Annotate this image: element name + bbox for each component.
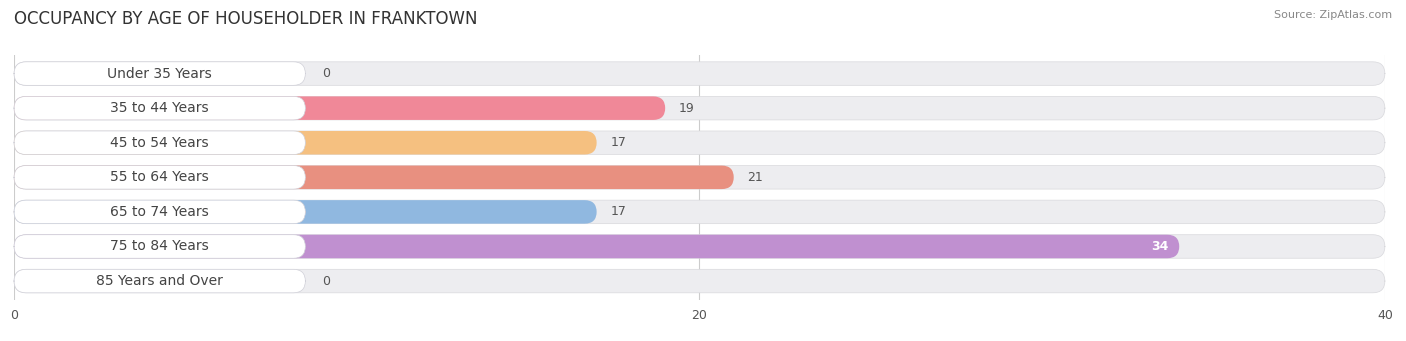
FancyBboxPatch shape bbox=[14, 62, 1385, 85]
Text: OCCUPANCY BY AGE OF HOUSEHOLDER IN FRANKTOWN: OCCUPANCY BY AGE OF HOUSEHOLDER IN FRANK… bbox=[14, 10, 478, 28]
Text: 45 to 54 Years: 45 to 54 Years bbox=[111, 136, 209, 150]
Text: 0: 0 bbox=[322, 67, 330, 80]
FancyBboxPatch shape bbox=[14, 97, 1385, 120]
Text: 17: 17 bbox=[610, 205, 626, 218]
FancyBboxPatch shape bbox=[14, 62, 305, 85]
Text: 35 to 44 Years: 35 to 44 Years bbox=[111, 101, 209, 115]
FancyBboxPatch shape bbox=[14, 235, 305, 258]
FancyBboxPatch shape bbox=[14, 131, 305, 154]
FancyBboxPatch shape bbox=[14, 200, 596, 224]
FancyBboxPatch shape bbox=[14, 269, 305, 293]
FancyBboxPatch shape bbox=[14, 131, 1385, 154]
FancyBboxPatch shape bbox=[14, 235, 1180, 258]
Text: Source: ZipAtlas.com: Source: ZipAtlas.com bbox=[1274, 10, 1392, 20]
FancyBboxPatch shape bbox=[14, 269, 1385, 293]
FancyBboxPatch shape bbox=[14, 200, 1385, 224]
Text: Under 35 Years: Under 35 Years bbox=[107, 66, 212, 80]
Text: 85 Years and Over: 85 Years and Over bbox=[96, 274, 224, 288]
FancyBboxPatch shape bbox=[14, 166, 1385, 189]
Text: 34: 34 bbox=[1152, 240, 1168, 253]
Text: 65 to 74 Years: 65 to 74 Years bbox=[110, 205, 209, 219]
FancyBboxPatch shape bbox=[14, 235, 1385, 258]
FancyBboxPatch shape bbox=[14, 131, 596, 154]
FancyBboxPatch shape bbox=[14, 97, 305, 120]
FancyBboxPatch shape bbox=[14, 97, 665, 120]
Text: 21: 21 bbox=[748, 171, 763, 184]
FancyBboxPatch shape bbox=[14, 166, 734, 189]
Text: 75 to 84 Years: 75 to 84 Years bbox=[110, 239, 209, 253]
FancyBboxPatch shape bbox=[14, 166, 305, 189]
Text: 0: 0 bbox=[322, 275, 330, 287]
Text: 55 to 64 Years: 55 to 64 Years bbox=[110, 170, 209, 184]
Text: 17: 17 bbox=[610, 136, 626, 149]
Text: 19: 19 bbox=[679, 102, 695, 115]
FancyBboxPatch shape bbox=[14, 200, 305, 224]
